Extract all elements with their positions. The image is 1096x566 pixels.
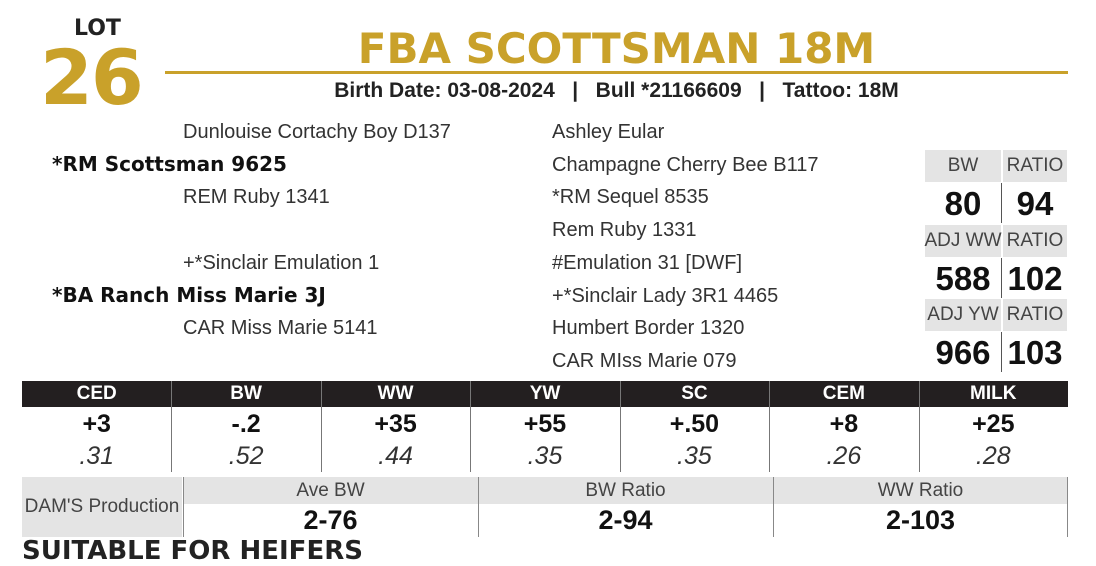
dam-header: WW Ratio bbox=[773, 477, 1068, 504]
ancestor: CAR MIss Marie 079 bbox=[552, 349, 737, 372]
perf-value: 588 bbox=[935, 259, 991, 297]
lot-title: FBA SCOTTSMAN 18M bbox=[357, 24, 876, 73]
ancestor: Rem Ruby 1331 bbox=[552, 219, 697, 242]
dam-label: DAM'S Production bbox=[22, 477, 182, 537]
dam-value: 2-76 bbox=[303, 505, 358, 535]
epd-divider bbox=[171, 381, 173, 472]
sire-dam: REM Ruby 1341 bbox=[183, 186, 330, 208]
epd-value: +8 bbox=[829, 409, 859, 438]
perf-header: RATIO bbox=[1003, 299, 1067, 331]
title-rule bbox=[165, 71, 1068, 74]
ancestor: Humbert Border 1320 bbox=[552, 317, 745, 340]
epd-value: +3 bbox=[82, 409, 111, 438]
epd-header: WW bbox=[320, 381, 471, 407]
epd-header: YW bbox=[470, 381, 620, 407]
footer-note: SUITABLE FOR HEIFERS bbox=[22, 536, 363, 566]
perf-value: 103 bbox=[1007, 334, 1063, 371]
ancestor: Ashley Eular bbox=[552, 121, 665, 143]
lot-number: 26 bbox=[40, 33, 144, 122]
birth-info: Birth Date: 03-08-2024 | Bull *21166609 … bbox=[334, 79, 899, 102]
dam-divider bbox=[1067, 477, 1068, 537]
epd-value: -.2 bbox=[231, 409, 261, 438]
perf-header: ADJ YW bbox=[925, 299, 1001, 331]
perf-value: 966 bbox=[935, 334, 991, 371]
dam-divider bbox=[478, 477, 479, 537]
epd-value: +.50 bbox=[669, 409, 720, 438]
epd-accuracy: .28 bbox=[975, 441, 1011, 470]
epd-value: +35 bbox=[374, 409, 417, 438]
dam-header: Ave BW bbox=[183, 477, 478, 504]
epd-accuracy: .44 bbox=[378, 441, 413, 470]
dam: *BA Ranch Miss Marie 3J bbox=[52, 283, 326, 307]
dam-dam: CAR Miss Marie 5141 bbox=[183, 317, 378, 339]
lot-label: LOT bbox=[74, 16, 121, 41]
epd-accuracy: .35 bbox=[677, 441, 712, 470]
dam-divider bbox=[183, 477, 184, 537]
epd-divider bbox=[918, 381, 920, 472]
epd-value: +25 bbox=[972, 409, 1015, 438]
ancestor: #Emulation 31 [DWF] bbox=[552, 251, 743, 274]
perf-divider bbox=[1001, 257, 1002, 298]
epd-divider bbox=[769, 381, 771, 472]
perf-divider bbox=[1001, 183, 1002, 223]
perf-value: 102 bbox=[1007, 259, 1063, 297]
epd-accuracy: .52 bbox=[228, 441, 264, 470]
sire-sire: Dunlouise Cortachy Boy D137 bbox=[183, 121, 451, 143]
epd-divider bbox=[320, 381, 322, 472]
epd-divider bbox=[470, 381, 472, 472]
perf-value: 94 bbox=[1016, 185, 1054, 222]
dam-value: 2-103 bbox=[885, 505, 956, 535]
epd-accuracy: .35 bbox=[527, 441, 563, 470]
perf-header: RATIO bbox=[1003, 150, 1067, 182]
epd-value: +55 bbox=[523, 409, 567, 438]
dam-value: 2-94 bbox=[598, 505, 653, 535]
ancestor: Champagne Cherry Bee B117 bbox=[552, 153, 819, 176]
dam-divider bbox=[773, 477, 774, 537]
epd-header: MILK bbox=[918, 381, 1068, 407]
sire: *RM Scottsman 9625 bbox=[52, 152, 287, 176]
perf-header: ADJ WW bbox=[924, 224, 1002, 257]
perf-header: BW bbox=[925, 150, 1001, 182]
lot-page: {"lot": {"label": "LOT", "number": "26"}… bbox=[22, 16, 1068, 564]
perf-value: 80 bbox=[944, 185, 982, 222]
epd-divider bbox=[619, 381, 621, 472]
epd-table: CED +3 .31 BW -.2 .52 WW +35 .44 YW +55 .35 SC +.50 .3… bbox=[22, 381, 1068, 472]
epd-header: CED bbox=[22, 381, 172, 407]
perf-divider bbox=[1001, 332, 1002, 372]
epd-header: SC bbox=[619, 381, 770, 407]
dam-header: BW Ratio bbox=[478, 477, 773, 504]
epd-accuracy: .31 bbox=[79, 441, 115, 470]
epd-accuracy: .26 bbox=[826, 441, 862, 470]
epd-header: BW bbox=[171, 381, 321, 407]
perf-header: RATIO bbox=[1003, 224, 1067, 257]
ancestor: +*Sinclair Lady 3R1 4465 bbox=[552, 284, 779, 307]
ancestor: *RM Sequel 8535 bbox=[552, 186, 709, 209]
dam-sire: +*Sinclair Emulation 1 bbox=[183, 252, 380, 274]
epd-header: CEM bbox=[769, 381, 919, 407]
